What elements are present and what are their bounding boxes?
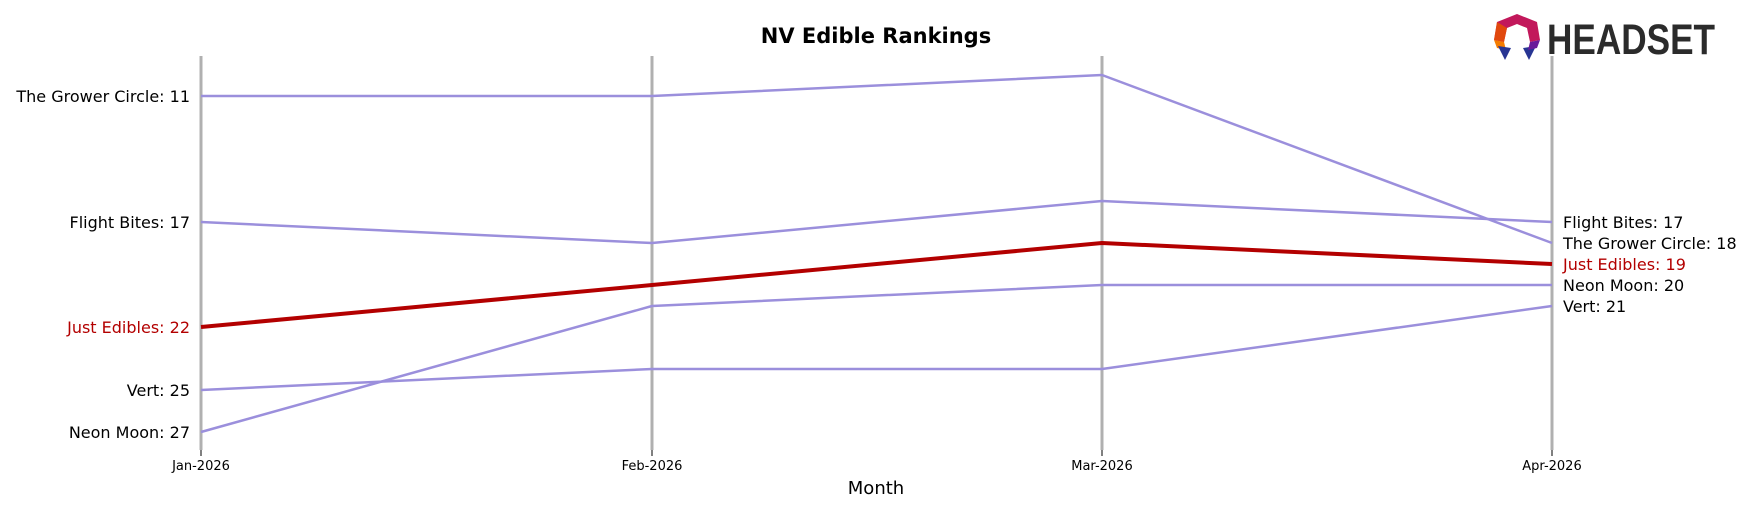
x-tick-label-jan-2026: Jan-2026 <box>171 459 230 474</box>
x-tick-label-feb-2026: Feb-2026 <box>622 459 683 474</box>
right-label-flight-bites: Flight Bites: 17 <box>1563 213 1683 232</box>
series-line-the-grower-circle <box>201 73 1553 245</box>
headset-logo-mark-icon <box>1494 14 1540 60</box>
x-tick-label-mar-2026: Mar-2026 <box>1071 459 1132 474</box>
x-tick-label-apr-2026: Apr-2026 <box>1522 459 1581 474</box>
left-label-just-edibles: Just Edibles: 22 <box>66 318 190 337</box>
x-axis-label: Month <box>848 478 904 499</box>
series-line-just-edibles <box>200 241 1553 329</box>
headset-logo-text: HEADSET <box>1547 16 1715 64</box>
series-line-flight-bites <box>200 199 1553 245</box>
left-label-flight-bites: Flight Bites: 17 <box>70 213 190 232</box>
series-lines <box>200 73 1553 434</box>
right-label-just-edibles: Just Edibles: 19 <box>1562 255 1686 274</box>
right-label-vert: Vert: 21 <box>1563 297 1626 316</box>
gridlines <box>199 56 1554 450</box>
rank-labels: The Grower Circle: 11 Flight Bites: 17 Jus… <box>15 87 1736 442</box>
left-label-neon-moon: Neon Moon: 27 <box>69 423 190 442</box>
right-label-neon-moon: Neon Moon: 20 <box>1563 276 1684 295</box>
right-label-the-grower-circle: The Grower Circle: 18 <box>1562 234 1737 253</box>
left-label-the-grower-circle: The Grower Circle: 11 <box>15 87 190 106</box>
series-line-vert <box>200 304 1553 392</box>
x-axis: Jan-2026 Feb-2026 Mar-2026 Apr-2026 <box>171 450 1582 474</box>
series-line-neon-moon <box>200 283 1552 434</box>
chart-title: NV Edible Rankings <box>761 24 991 48</box>
headset-logo: HEADSET <box>1494 14 1715 64</box>
left-label-vert: Vert: 25 <box>127 381 190 400</box>
